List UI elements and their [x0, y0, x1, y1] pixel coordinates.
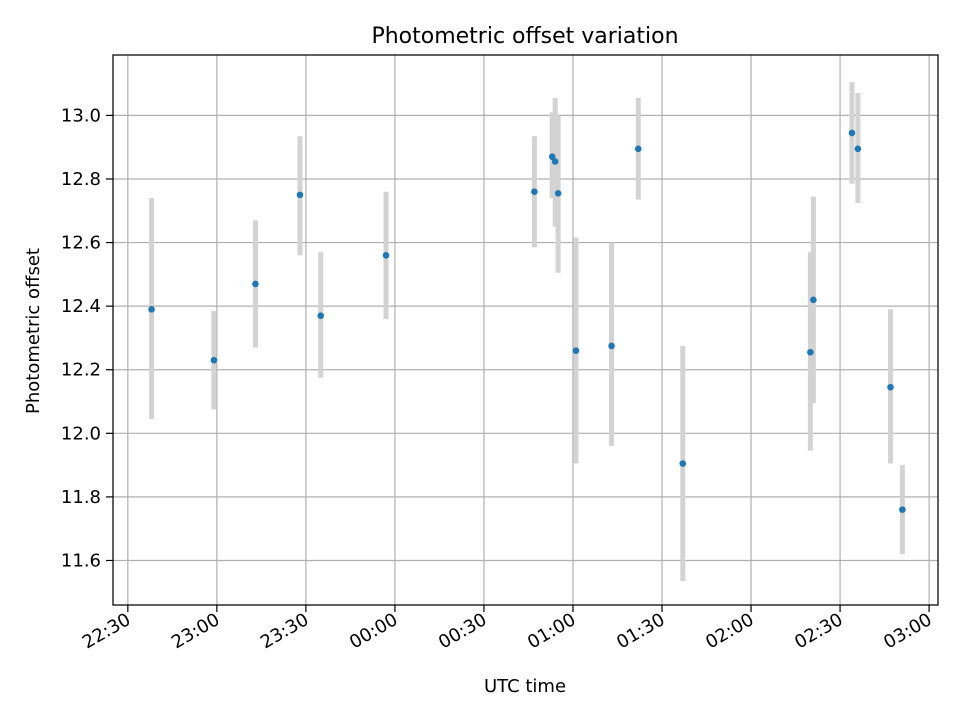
data-point	[252, 280, 259, 288]
y-tick-label: 12.4	[61, 296, 101, 317]
y-tick-label: 13.0	[61, 105, 101, 126]
data-point	[554, 189, 562, 197]
y-tick-label: 12.0	[61, 423, 101, 444]
data-point	[679, 460, 687, 467]
data-point	[848, 129, 856, 137]
data-point	[548, 153, 556, 161]
data-point	[317, 312, 325, 319]
data-point	[572, 347, 580, 354]
data-point	[810, 296, 817, 304]
data-point	[899, 506, 906, 513]
plot-area-frame	[112, 54, 939, 606]
y-tick-label: 11.8	[61, 487, 101, 508]
data-point	[210, 356, 218, 364]
y-tick-label: 11.6	[61, 550, 101, 571]
data-point	[807, 348, 814, 356]
y-tick-label: 12.2	[61, 360, 101, 381]
data-points	[148, 129, 906, 513]
y-tick-label: 12.6	[61, 233, 101, 254]
data-point	[634, 145, 642, 153]
data-point	[887, 383, 894, 391]
chart-title: Photometric offset variation	[371, 24, 678, 49]
y-axis-ticks: 11.6 11.8 12.0 12.2 12.4 12.6 12.8 13.0	[61, 105, 113, 571]
data-point	[382, 251, 390, 259]
data-point	[531, 188, 538, 196]
data-point	[551, 158, 559, 165]
x-axis-label: UTC time	[484, 676, 566, 697]
data-point	[608, 342, 615, 350]
data-point	[296, 191, 304, 199]
y-tick-label: 12.8	[61, 169, 101, 190]
y-axis-label: Photometric offset	[23, 248, 44, 414]
data-point	[854, 145, 862, 153]
grid	[113, 55, 938, 605]
data-point	[148, 306, 155, 313]
